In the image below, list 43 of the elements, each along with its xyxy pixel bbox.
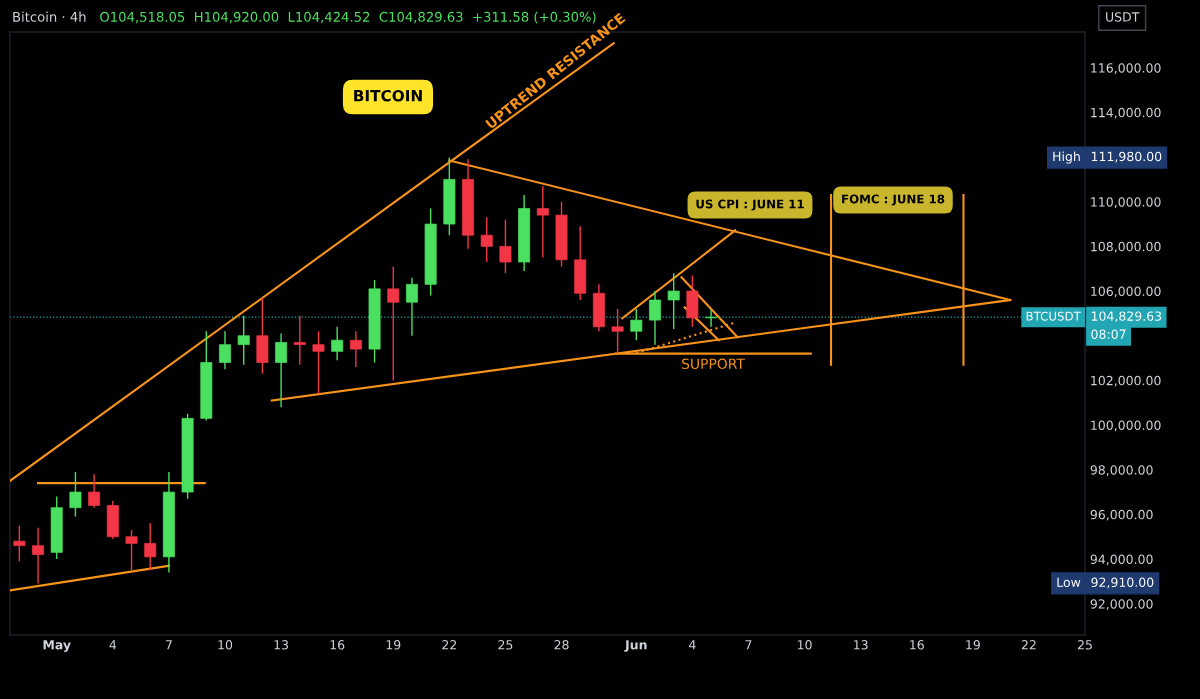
y-tick-label: 114,000.00 [1091,107,1161,119]
x-tick-label: 10 [218,640,233,650]
x-tick-label: 19 [966,640,980,650]
x-tick-label: 22 [1021,640,1036,650]
text: 08:07 [1091,329,1126,339]
y-tick-label: 100,000.00 [1091,420,1161,432]
x-tick-label: 10 [797,640,812,650]
text: 92,910.00 [1091,577,1154,589]
x-tick-label: 7 [165,640,172,650]
y-tick-label: 94,000.00 [1090,554,1153,566]
x-tick-label: 25 [498,640,513,650]
y-tick-label: 106,000.00 [1091,286,1161,298]
y-tick-label: 92,000.00 [1090,599,1153,610]
text: 104,829.63 [1091,311,1162,323]
annotation: BITCOIN [354,89,422,102]
x-tick-label: 13 [274,640,289,650]
x-tick-label: Jun [624,640,647,652]
y-tick-label: 98,000.00 [1090,465,1153,476]
annotation: Low [1057,577,1081,588]
ref-line-label: BTCUSDT [1026,311,1081,321]
x-tick-label: 4 [109,640,117,650]
y-tick-label: 108,000.00 [1091,241,1161,253]
text: 111,980.00 [1091,151,1162,163]
y-tick-label: 110,000.00 [1091,197,1161,208]
y-axis-title: USDT [1106,12,1140,22]
x-tick-label: May [43,640,71,652]
y-tick-label: 116,000.00 [1091,63,1161,74]
x-tick-label: 28 [554,640,569,650]
x-tick-label: 13 [854,640,868,650]
x-tick-label: 16 [910,640,924,650]
annotation: SUPPORT [682,358,745,370]
chart-title: Bitcoin · 4h [13,11,86,22]
x-tick-label: 4 [689,640,696,650]
x-tick-label: 22 [442,640,457,650]
x-tick-label: 19 [386,640,401,650]
annotation: US CPI : JUNE 11 [696,199,804,211]
y-tick-label: 102,000.00 [1091,375,1161,387]
annotation: High [1053,151,1080,164]
x-tick-label: 16 [330,640,345,650]
y-tick-label: 96,000.00 [1090,509,1153,521]
x-tick-label: 25 [1077,640,1092,650]
annotation: FOMC : JUNE 18 [842,194,945,206]
x-tick-label: 7 [745,640,752,650]
